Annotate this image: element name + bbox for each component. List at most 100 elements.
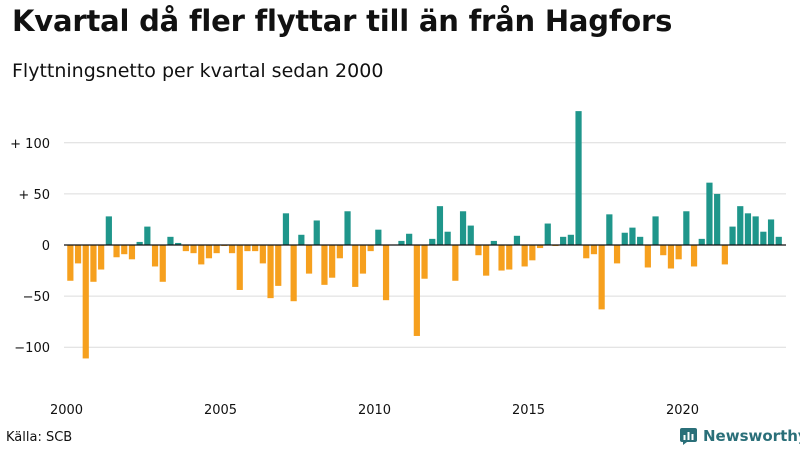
x-tick-label: 2010	[358, 403, 391, 418]
bar	[536, 245, 544, 249]
bar	[660, 245, 667, 256]
bar	[683, 211, 690, 245]
bar	[121, 245, 128, 255]
bar	[429, 238, 436, 245]
bar	[637, 236, 644, 245]
y-tick-label: −50	[23, 290, 50, 305]
bar	[313, 220, 320, 245]
bar	[583, 245, 590, 259]
bar	[452, 245, 459, 281]
bar	[136, 241, 143, 245]
bar	[74, 245, 82, 264]
brand-name: Newsworthy	[703, 427, 800, 445]
bar	[606, 214, 613, 245]
bar	[375, 229, 382, 245]
bar	[529, 245, 536, 261]
bar	[305, 245, 313, 274]
bar	[236, 245, 243, 290]
bar	[82, 245, 89, 359]
bar	[144, 226, 151, 245]
bar	[613, 245, 621, 264]
bar	[367, 245, 374, 252]
bar	[729, 226, 736, 245]
bar	[290, 245, 297, 302]
bar	[205, 245, 213, 259]
bar	[336, 245, 343, 259]
bar	[567, 234, 574, 245]
bar	[490, 240, 497, 245]
bar	[498, 245, 505, 271]
bar	[621, 232, 628, 245]
bar	[706, 182, 713, 245]
bar	[767, 219, 775, 245]
bar	[167, 236, 174, 245]
chart-subtitle: Flyttningsnetto per kvartal sedan 2000	[12, 60, 384, 82]
bar	[560, 236, 567, 245]
bar	[321, 245, 328, 285]
bar	[329, 245, 336, 278]
bar	[775, 236, 782, 245]
bar	[444, 231, 451, 245]
bar	[467, 225, 474, 245]
bar	[344, 211, 351, 245]
bar	[267, 245, 274, 299]
bar	[721, 245, 728, 265]
bar	[667, 245, 675, 269]
source-note: Källa: SCB	[6, 430, 73, 445]
bar	[652, 216, 659, 245]
y-tick-label: + 100	[10, 137, 50, 152]
bar	[298, 234, 305, 245]
bar	[629, 227, 636, 245]
y-tick-label: + 50	[18, 188, 50, 203]
bar	[513, 235, 521, 245]
bar	[128, 245, 136, 260]
brand-logo: Newsworthy	[680, 427, 800, 445]
bar	[98, 245, 105, 270]
bar	[90, 245, 97, 282]
bar	[483, 245, 490, 276]
x-tick-label: 2015	[512, 403, 545, 418]
bar	[737, 206, 744, 245]
bar	[190, 245, 197, 254]
bar	[475, 245, 482, 256]
bar	[690, 245, 698, 267]
bar	[698, 238, 705, 245]
x-tick-label: 2005	[204, 403, 237, 418]
bar	[506, 245, 513, 270]
bar	[436, 206, 444, 245]
bar	[259, 245, 266, 264]
y-tick-label: −100	[14, 341, 50, 356]
bar	[159, 245, 166, 282]
bar	[421, 245, 428, 279]
bar	[252, 245, 259, 252]
bar	[352, 245, 359, 287]
x-tick-label: 2000	[50, 403, 83, 418]
bar	[67, 245, 74, 281]
bar	[275, 245, 282, 286]
bar	[544, 223, 551, 245]
bar	[282, 213, 290, 245]
bar	[198, 245, 205, 265]
bar	[714, 193, 721, 245]
bar	[644, 245, 651, 268]
chart-title: Kvartal då fler flyttar till än från Hag…	[12, 4, 673, 38]
bar	[760, 231, 767, 245]
bar	[113, 245, 120, 258]
bar	[413, 245, 420, 336]
x-tick-label: 2020	[666, 403, 699, 418]
bar	[575, 111, 582, 245]
bar	[182, 245, 189, 252]
bar	[675, 245, 682, 260]
bar	[521, 245, 528, 267]
bar	[382, 245, 390, 301]
bar	[359, 245, 367, 274]
bar	[744, 213, 752, 245]
bar	[151, 245, 159, 267]
newsworthy-logo-icon	[680, 427, 697, 445]
bar	[175, 242, 182, 245]
bar	[105, 216, 112, 245]
bar	[213, 245, 220, 254]
y-tick-label: 0	[42, 239, 50, 254]
bar	[598, 245, 605, 310]
